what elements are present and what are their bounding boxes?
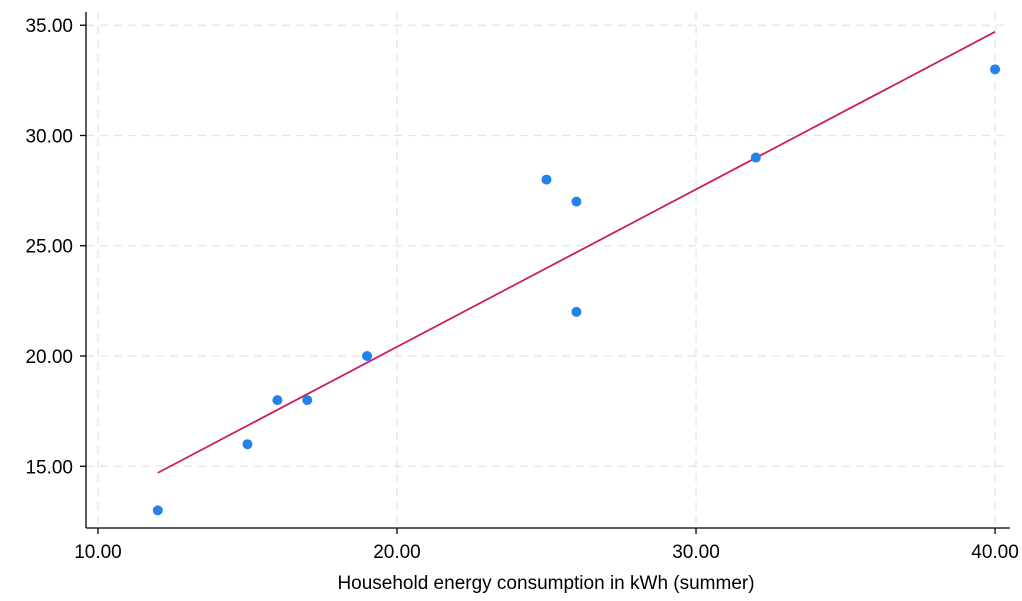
- fit-line-layer: [157, 31, 996, 474]
- axes: [85, 12, 1010, 529]
- y-tick-label: 25.00: [25, 237, 73, 258]
- data-point: [152, 505, 163, 516]
- data-point: [990, 64, 1001, 75]
- ticks: 10.00 20.00 30.00 40.00 15.00 20.00 25.00 30.00…: [25, 16, 1018, 563]
- data-point: [302, 395, 313, 406]
- data-point: [571, 196, 582, 207]
- y-tick-label: 15.00: [25, 457, 73, 478]
- x-tick-label: 40.00: [971, 542, 1019, 563]
- data-point: [571, 306, 582, 317]
- data-point: [362, 351, 373, 361]
- data-point: [750, 152, 761, 163]
- points: [152, 64, 1001, 516]
- fit-line: [157, 31, 996, 474]
- y-tick-label: 20.00: [25, 347, 73, 368]
- data-point: [242, 439, 253, 450]
- grid: [86, 12, 1010, 528]
- x-tick-label: 10.00: [74, 542, 122, 563]
- x-tick-label: 30.00: [672, 542, 720, 563]
- y-tick-label: 35.00: [25, 16, 73, 37]
- y-tick-label: 30.00: [25, 126, 73, 147]
- data-point: [541, 174, 552, 185]
- x-axis-title: Household energy consumption in kWh (sum…: [337, 573, 754, 594]
- data-point: [272, 395, 283, 406]
- x-tick-label: 20.00: [373, 542, 421, 563]
